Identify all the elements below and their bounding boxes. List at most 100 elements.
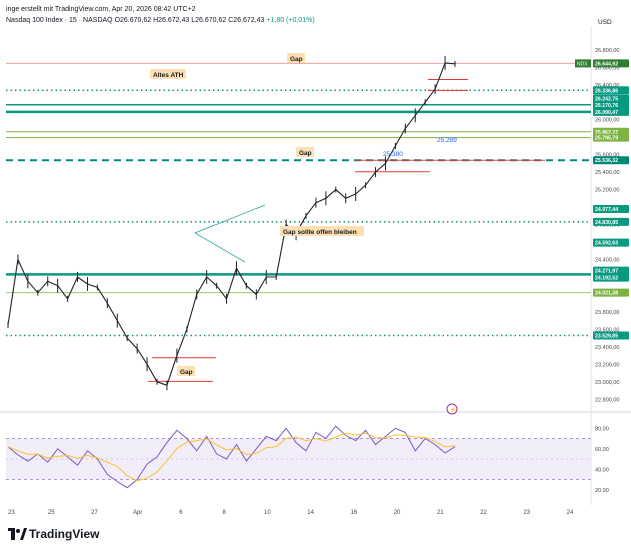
- price-chart[interactable]: USD 22.800,00 23.000,00 23.200,00 23.400,00 2…: [0, 0, 631, 521]
- rsi-band: [6, 438, 591, 480]
- y-tick-label: 22.800,00: [595, 397, 619, 403]
- x-tick-label: 23: [523, 510, 530, 516]
- x-tick-label: 21: [437, 510, 444, 516]
- tradingview-logo-icon: [8, 528, 27, 540]
- price-marker-badge: [593, 273, 629, 282]
- price-marker: 24.977,44: [593, 205, 629, 214]
- price-marker-label: 26.242,75: [595, 97, 618, 103]
- price-marker: 24.021,38: [593, 288, 629, 297]
- annotation-label: Gap sollte offen bleiben: [283, 229, 357, 236]
- price-marker-label: 24.977,44: [595, 207, 618, 213]
- y-tick-label: 25.400,00: [595, 170, 619, 176]
- price-marker: 25.795,79: [593, 133, 629, 142]
- annotation-label: 25.289: [437, 137, 457, 144]
- price-marker: 23.529,85: [593, 331, 629, 340]
- price-marker-label: 26.090,47: [595, 110, 618, 116]
- price-marker: 24.592,63: [593, 238, 629, 247]
- x-tick-label: 24: [567, 510, 574, 516]
- price-marker: 26.242,75: [593, 94, 629, 103]
- x-tick-label: 22: [480, 510, 487, 516]
- annotation-box: [150, 69, 186, 79]
- rsi-tick-label: 60,00: [595, 447, 609, 453]
- price-marker-badge: [593, 133, 629, 142]
- rsi-line: [7, 425, 456, 489]
- price-marker-badge: [593, 94, 629, 103]
- price-marker-badge: [593, 217, 629, 226]
- price-marker-badge: [593, 331, 629, 340]
- price-marker-badge: [593, 156, 629, 165]
- price-marker-label: 25.862,22: [595, 130, 618, 136]
- symbol-label: NDX: [577, 61, 588, 67]
- price-marker: 25.536,32: [593, 156, 629, 165]
- price-marker-label: 24.192,52: [595, 276, 618, 282]
- y-tick-label: 26.800,00: [595, 48, 619, 54]
- price-line: [7, 62, 456, 386]
- annotation-label: Gap: [290, 56, 303, 63]
- y-tick-label: 26.400,00: [595, 83, 619, 89]
- chart-credit: inge erstellt mit TradingView.com, Apr 2…: [6, 6, 196, 13]
- price-marker-label: 24.021,38: [595, 291, 618, 297]
- price-marker: 26.090,47: [593, 107, 629, 116]
- price-marker: 26.170,76: [593, 100, 629, 109]
- y-tick-label: 23.600,00: [595, 327, 619, 333]
- y-tick-label: 24.400,00: [595, 257, 619, 263]
- y-tick-label: 23.200,00: [595, 362, 619, 368]
- y-tick-label: 25.200,00: [595, 188, 619, 194]
- price-marker-label: 25.795,79: [595, 136, 618, 142]
- x-tick-label: 20: [394, 510, 401, 516]
- annotation-label: Gap: [299, 150, 312, 157]
- price-marker-badge: [593, 205, 629, 214]
- symbol-info-line: Nasdaq 100 Index · 15 · NASDAQ O26.670,6…: [6, 17, 315, 24]
- y-tick-label: 26.600,00: [595, 65, 619, 71]
- price-marker: 26.644,92 NDX: [575, 59, 629, 68]
- rsi-tick-label: 20,00: [595, 488, 609, 494]
- price-marker-badge: [593, 86, 629, 95]
- annotation-box: [287, 53, 305, 63]
- rsi-tick-label: 80,00: [595, 426, 609, 432]
- price-marker-badge: [593, 238, 629, 247]
- event-glyph: ⚡: [450, 406, 457, 414]
- price-marker: 24.271,97: [593, 266, 629, 275]
- x-tick-label: 27: [91, 510, 98, 516]
- change-value: +1,80 (+0,01%): [266, 17, 315, 24]
- x-tick-label: Apr: [133, 510, 142, 516]
- price-marker-label: 24.592,63: [595, 241, 618, 247]
- annotation-label: 25.380: [383, 151, 403, 158]
- x-tick-label: 6: [179, 510, 183, 516]
- annotation-label: Gap: [180, 369, 193, 376]
- price-marker-badge: [593, 100, 629, 109]
- price-marker-label: 26.336,86: [595, 88, 618, 94]
- y-tick-label: 23.000,00: [595, 380, 619, 386]
- price-marker: 24.830,85: [593, 217, 629, 226]
- event-icon: [446, 403, 458, 415]
- tradingview-logo-text: TradingView: [29, 527, 100, 541]
- price-marker-label: 26.170,76: [595, 103, 618, 109]
- symbol-title[interactable]: Nasdaq 100 Index · 15 · NASDAQ: [6, 17, 113, 24]
- symbol-badge: [575, 59, 591, 68]
- gap-callout-line: [194, 204, 266, 263]
- price-marker-label: 25.536,32: [595, 158, 618, 164]
- rsi-signal-line: [7, 432, 456, 482]
- price-marker: 24.192,52: [593, 273, 629, 282]
- annotation-label: Altes ATH: [153, 72, 184, 79]
- currency-label: USD: [598, 19, 612, 26]
- price-marker-badge: [593, 288, 629, 297]
- x-tick-label: 16: [351, 510, 358, 516]
- annotation-box: [280, 226, 364, 236]
- y-tick-label: 25.600,00: [595, 153, 619, 159]
- branding-bar: [0, 521, 631, 550]
- price-marker-label: 24.271,97: [595, 269, 618, 275]
- y-tick-label: 23.800,00: [595, 310, 619, 316]
- annotation-box: [177, 366, 195, 376]
- x-tick-label: 8: [222, 510, 226, 516]
- price-marker-label: 26.644,92: [595, 61, 618, 67]
- annotation-box: [296, 147, 314, 157]
- y-tick-label: 26.000,00: [595, 118, 619, 124]
- y-tick-label: 23.400,00: [595, 345, 619, 351]
- x-tick-label: 14: [307, 510, 314, 516]
- x-tick-label: 25: [48, 510, 55, 516]
- x-tick-label: 10: [264, 510, 271, 516]
- price-marker-badge: [593, 266, 629, 275]
- ohlc-values: O26.670,62 H26.672,43 L26.670,62 C26.672…: [114, 17, 265, 24]
